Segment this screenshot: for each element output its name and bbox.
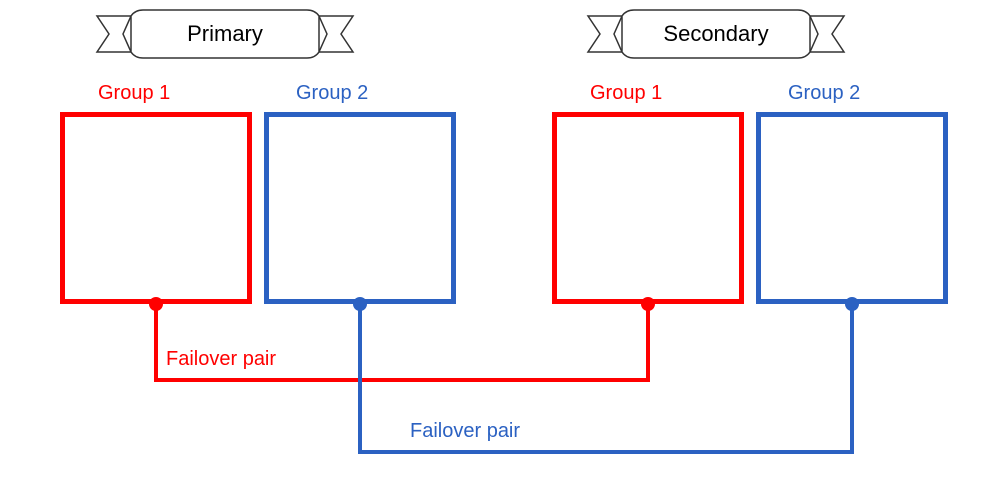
blue-h-line (358, 450, 854, 454)
secondary-group2-box (756, 112, 948, 304)
blue-failover-label: Failover pair (410, 420, 520, 443)
primary-group1-box (60, 112, 252, 304)
secondary-banner-label: Secondary (586, 6, 846, 62)
primary-banner-label: Primary (95, 6, 355, 62)
secondary-group2-label: Group 2 (788, 82, 860, 105)
primary-group1-label: Group 1 (98, 82, 170, 105)
primary-banner: Primary (95, 6, 355, 62)
red-h-line (154, 378, 650, 382)
secondary-banner: Secondary (586, 6, 846, 62)
red-failover-label: Failover pair (166, 348, 276, 371)
blue-v-to-line (850, 304, 854, 452)
secondary-group1-label: Group 1 (590, 82, 662, 105)
red-v-from-line (154, 304, 158, 380)
secondary-group1-box (552, 112, 744, 304)
primary-group2-box (264, 112, 456, 304)
primary-group2-label: Group 2 (296, 82, 368, 105)
blue-v-from-line (358, 304, 362, 452)
red-v-to-line (646, 304, 650, 380)
